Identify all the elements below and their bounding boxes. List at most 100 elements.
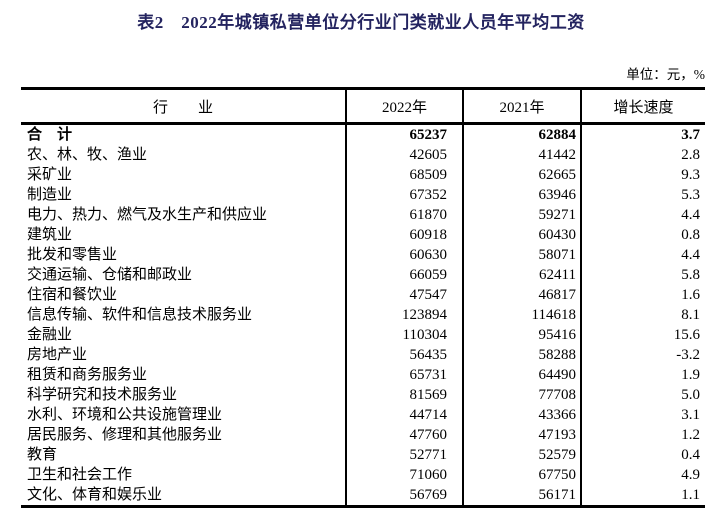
industry-cell: 采矿业 (21, 165, 347, 185)
value-2021-cell: 43366 (463, 405, 582, 425)
value-2022-cell: 123894 (346, 305, 464, 325)
value-2022-cell: 44714 (346, 405, 464, 425)
wage-table-grid: 行 业 2022年 2021年 增长速度 合 计 65237 62884 3.7… (21, 87, 705, 508)
growth-cell: 0.4 (681, 447, 700, 463)
value-2022-cell: 66059 (346, 265, 464, 285)
value-2021-cell: 47193 (463, 425, 582, 445)
table-row: 制造业 67352 63946 5.3 (21, 185, 705, 205)
value-2022-cell: 110304 (346, 325, 464, 345)
industry-cell: 制造业 (21, 185, 347, 205)
industry-cell: 文化、体育和娱乐业 (21, 485, 347, 507)
growth-cell: 4.4 (681, 247, 700, 263)
industry-cell: 居民服务、修理和其他服务业 (21, 425, 347, 445)
table-row: 文化、体育和娱乐业 56769 56171 1.1 (21, 485, 705, 507)
table-row: 租赁和商务服务业 65731 64490 1.9 (21, 365, 705, 385)
col-header-2022: 2022年 (346, 88, 464, 125)
col-header-growth: 增长速度 (581, 88, 705, 125)
value-2021-cell: 95416 (463, 325, 582, 345)
growth-cell: 1.1 (681, 487, 700, 503)
value-2021-cell: 46817 (463, 285, 582, 305)
col-header-industry: 行 业 (21, 88, 347, 125)
table-row: 电力、热力、燃气及水生产和供应业 61870 59271 4.4 (21, 205, 705, 225)
growth-cell: 4.4 (681, 207, 700, 223)
growth-cell: 0.8 (681, 227, 700, 243)
growth-cell: 5.0 (681, 387, 700, 403)
industry-cell: 交通运输、仓储和邮政业 (21, 265, 347, 285)
value-2021-cell: 77708 (463, 385, 582, 405)
growth-cell: -3.2 (676, 347, 700, 363)
industry-cell: 卫生和社会工作 (21, 465, 347, 485)
table-body: 合 计 65237 62884 3.7 农、林、牧、渔业 42605 41442… (21, 123, 705, 507)
growth-cell: 9.3 (681, 167, 700, 183)
value-2021-cell: 52579 (463, 445, 582, 465)
table-row: 住宿和餐饮业 47547 46817 1.6 (21, 285, 705, 305)
table-row: 科学研究和技术服务业 81569 77708 5.0 (21, 385, 705, 405)
table-row: 水利、环境和公共设施管理业 44714 43366 3.1 (21, 405, 705, 425)
table-row: 金融业 110304 95416 15.6 (21, 325, 705, 345)
value-2021-cell: 58288 (463, 345, 582, 365)
industry-cell: 住宿和餐饮业 (21, 285, 347, 305)
value-2021-cell: 58071 (463, 245, 582, 265)
table-row: 房地产业 56435 58288 -3.2 (21, 345, 705, 365)
growth-cell: 5.3 (681, 187, 700, 203)
value-2022-cell: 71060 (346, 465, 464, 485)
industry-cell: 租赁和商务服务业 (21, 365, 347, 385)
table-row: 教育 52771 52579 0.4 (21, 445, 705, 465)
table-row: 建筑业 60918 60430 0.8 (21, 225, 705, 245)
industry-cell: 合 计 (21, 123, 347, 145)
table-row: 采矿业 68509 62665 9.3 (21, 165, 705, 185)
value-2021-cell: 64490 (463, 365, 582, 385)
table-row: 交通运输、仓储和邮政业 66059 62411 5.8 (21, 265, 705, 285)
value-2022-cell: 67352 (346, 185, 464, 205)
growth-cell: 1.6 (681, 287, 700, 303)
industry-cell: 建筑业 (21, 225, 347, 245)
value-2022-cell: 47760 (346, 425, 464, 445)
value-2021-cell: 60430 (463, 225, 582, 245)
growth-cell: 1.2 (681, 427, 700, 443)
growth-cell: 1.9 (681, 367, 700, 383)
value-2022-cell: 42605 (346, 145, 464, 165)
value-2022-cell: 65237 (346, 123, 464, 145)
value-2021-cell: 114618 (463, 305, 582, 325)
value-2021-cell: 63946 (463, 185, 582, 205)
value-2022-cell: 65731 (346, 365, 464, 385)
industry-cell: 水利、环境和公共设施管理业 (21, 405, 347, 425)
industry-cell: 房地产业 (21, 345, 347, 365)
industry-cell: 科学研究和技术服务业 (21, 385, 347, 405)
growth-cell: 8.1 (681, 307, 700, 323)
col-header-2021: 2021年 (463, 88, 582, 125)
industry-cell: 教育 (21, 445, 347, 465)
growth-cell: 5.8 (681, 267, 700, 283)
growth-cell: 3.7 (681, 127, 700, 143)
value-2022-cell: 60630 (346, 245, 464, 265)
industry-cell: 批发和零售业 (21, 245, 347, 265)
table-row: 信息传输、软件和信息技术服务业 123894 114618 8.1 (21, 305, 705, 325)
value-2022-cell: 52771 (346, 445, 464, 465)
value-2021-cell: 62884 (463, 123, 582, 145)
value-2021-cell: 67750 (463, 465, 582, 485)
industry-cell: 农、林、牧、渔业 (21, 145, 347, 165)
table-row: 居民服务、修理和其他服务业 47760 47193 1.2 (21, 425, 705, 445)
table-header: 行 业 2022年 2021年 增长速度 (21, 88, 705, 125)
value-2022-cell: 56435 (346, 345, 464, 365)
page-title: 表2 2022年城镇私营单位分行业门类就业人员年平均工资 (137, 13, 585, 32)
header-row: 行 业 2022年 2021年 增长速度 (21, 88, 705, 125)
growth-cell: 15.6 (673, 327, 700, 343)
value-2021-cell: 41442 (463, 145, 582, 165)
value-2022-cell: 81569 (346, 385, 464, 405)
table-row-total: 合 计 65237 62884 3.7 (21, 123, 705, 145)
unit-note: 单位：元，% (626, 67, 705, 82)
value-2022-cell: 47547 (346, 285, 464, 305)
value-2022-cell: 61870 (346, 205, 464, 225)
industry-cell: 信息传输、软件和信息技术服务业 (21, 305, 347, 325)
value-2022-cell: 68509 (346, 165, 464, 185)
table-row: 卫生和社会工作 71060 67750 4.9 (21, 465, 705, 485)
value-2022-cell: 56769 (346, 485, 464, 507)
table-row: 农、林、牧、渔业 42605 41442 2.8 (21, 145, 705, 165)
wage-table: 行 业 2022年 2021年 增长速度 合 计 65237 62884 3.7… (21, 87, 705, 508)
value-2021-cell: 62411 (463, 265, 582, 285)
value-2021-cell: 59271 (463, 205, 582, 225)
growth-cell: 2.8 (681, 147, 700, 163)
growth-cell: 4.9 (681, 467, 700, 483)
value-2022-cell: 60918 (346, 225, 464, 245)
